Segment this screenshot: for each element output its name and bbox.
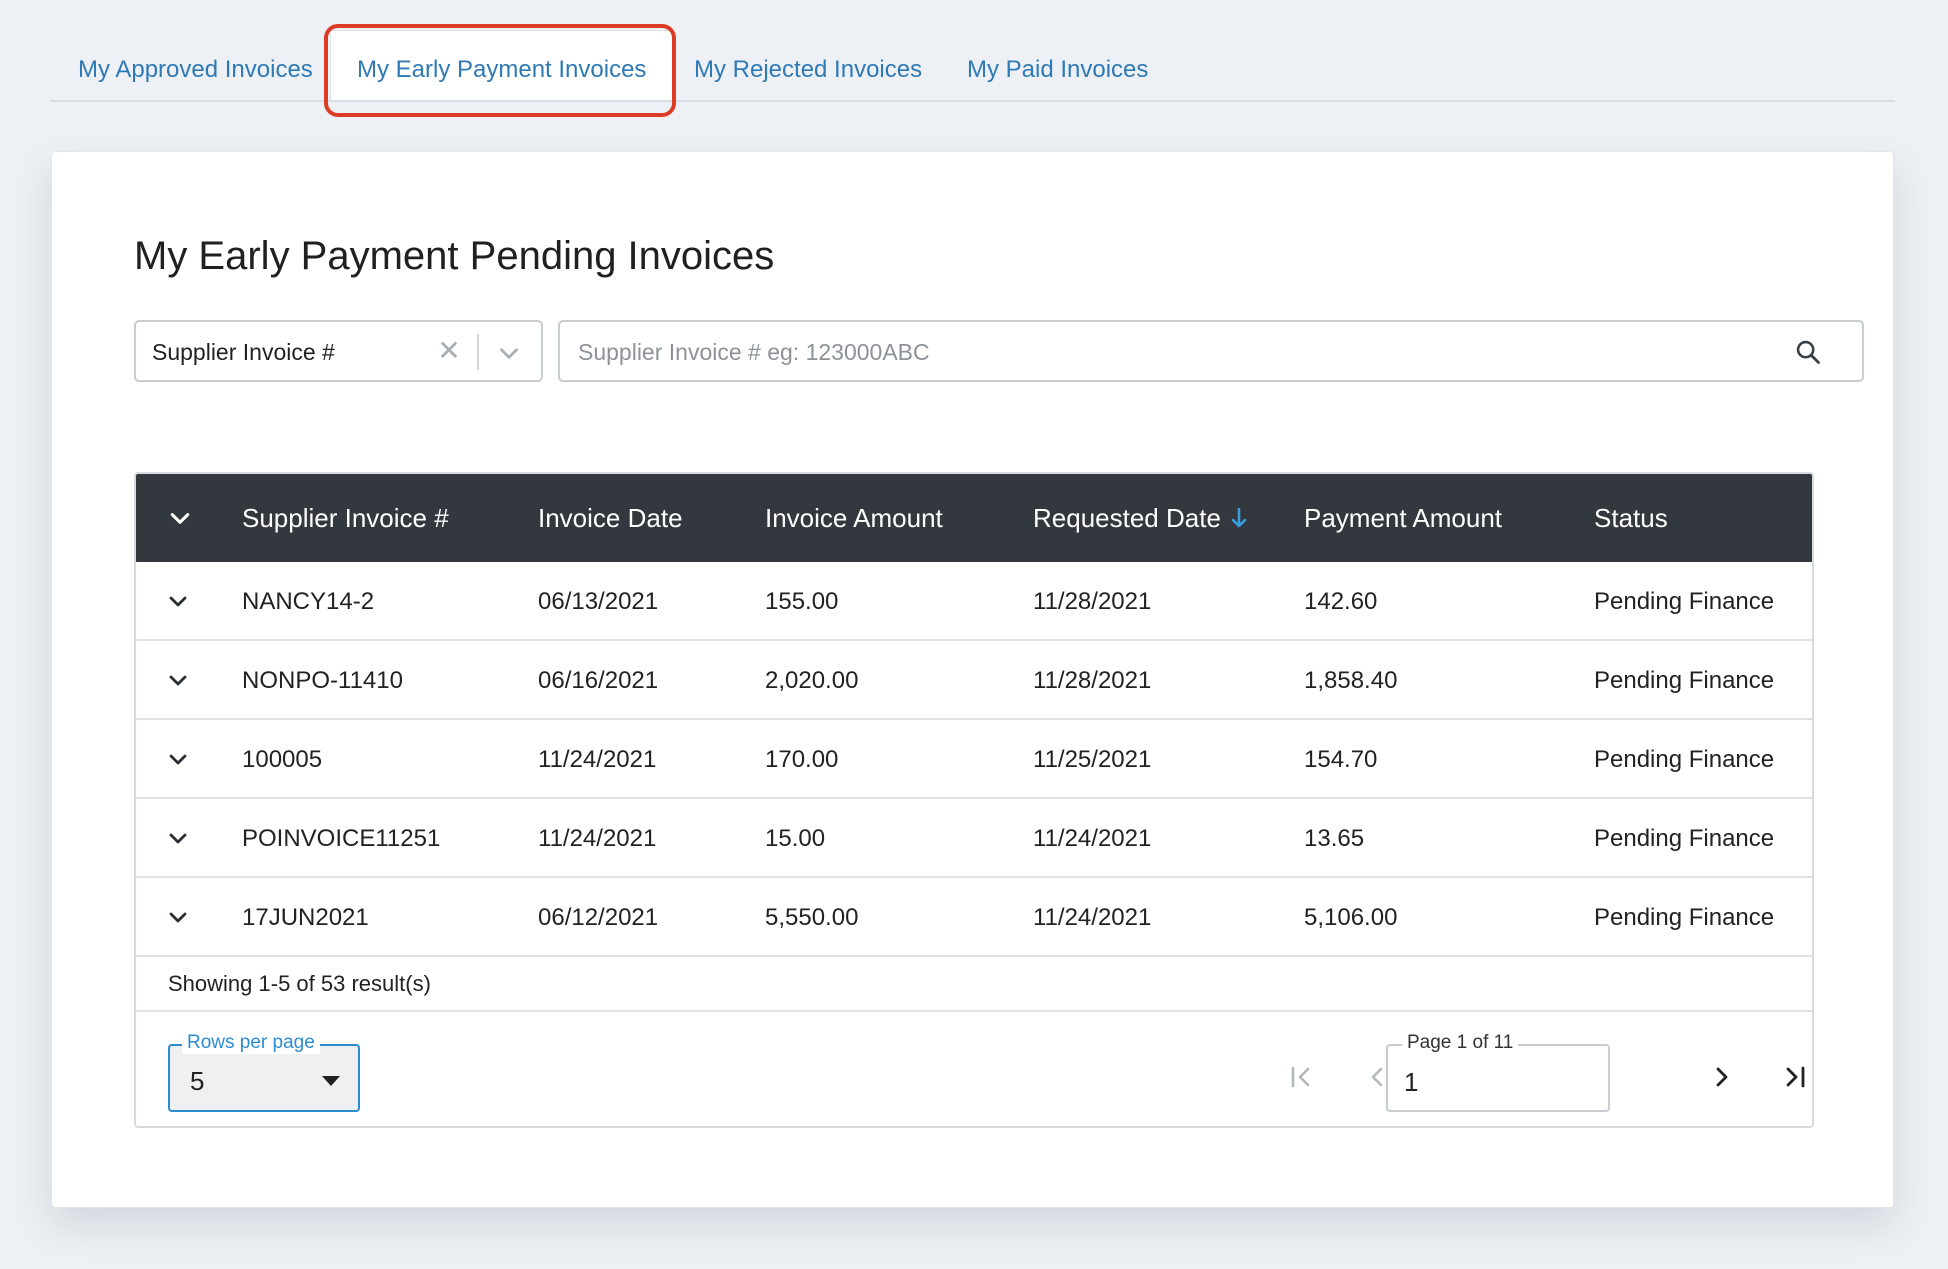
results-summary: Showing 1-5 of 53 result(s) [168, 971, 431, 996]
search-icon[interactable] [1794, 338, 1822, 366]
table-row: 17JUN2021 06/12/2021 5,550.00 11/24/2021… [136, 878, 1812, 957]
results-summary-bar: Showing 1-5 of 53 result(s) [136, 958, 1812, 1012]
table-row: NONPO-11410 06/16/2021 2,020.00 11/28/20… [136, 641, 1812, 720]
cell-status: Pending Finance [1594, 904, 1775, 931]
invoice-tabs: My Approved Invoices My Early Payment In… [50, 30, 1895, 102]
column-header-status[interactable]: Status [1594, 503, 1668, 533]
cell-invoice-date: 11/24/2021 [538, 746, 657, 773]
tab-approved-invoices[interactable]: My Approved Invoices [78, 56, 313, 83]
cell-invoice-date: 06/13/2021 [538, 588, 659, 615]
table-row: POINVOICE11251 11/24/2021 15.00 11/24/20… [136, 799, 1812, 878]
cell-invoice-amount: 5,550.00 [765, 904, 859, 931]
expand-row-icon[interactable] [166, 829, 190, 849]
cell-invoice-date: 06/16/2021 [538, 667, 659, 694]
cell-requested-date: 11/25/2021 [1033, 746, 1152, 773]
page-title: My Early Payment Pending Invoices [134, 234, 775, 278]
cell-payment-amount: 142.60 [1304, 588, 1378, 615]
expand-all-icon[interactable] [166, 508, 194, 530]
rows-per-page-select[interactable]: Rows per page 5 [168, 1032, 360, 1112]
search-box [558, 320, 1864, 382]
filter-field-select[interactable]: Supplier Invoice # ✕ [134, 320, 543, 382]
clear-icon[interactable]: ✕ [437, 335, 461, 366]
next-page-icon[interactable] [1706, 1062, 1736, 1092]
previous-page-icon[interactable] [1363, 1062, 1393, 1092]
page-number-input[interactable] [1404, 1066, 1584, 1098]
page-number-field: Page 1 of 11 [1386, 1032, 1610, 1112]
column-header-invoice-date[interactable]: Invoice Date [538, 503, 683, 533]
cell-status: Pending Finance [1594, 588, 1775, 615]
cell-invoice-date: 11/24/2021 [538, 825, 657, 852]
table-row: NANCY14-2 06/13/2021 155.00 11/28/2021 1… [136, 562, 1812, 641]
table-header: Supplier Invoice # Invoice Date Invoice … [136, 474, 1812, 562]
cell-supplier-invoice: NANCY14-2 [242, 588, 375, 615]
invoices-card: My Early Payment Pending Invoices Suppli… [51, 151, 1894, 1208]
cell-supplier-invoice: 17JUN2021 [242, 904, 369, 931]
invoices-table: Supplier Invoice # Invoice Date Invoice … [134, 472, 1814, 1128]
cell-requested-date: 11/24/2021 [1033, 825, 1152, 852]
cell-supplier-invoice: NONPO-11410 [242, 667, 403, 694]
column-header-requested-date[interactable]: Requested Date [1033, 474, 1249, 562]
cell-status: Pending Finance [1594, 825, 1775, 852]
select-divider [477, 334, 479, 370]
cell-invoice-date: 06/12/2021 [538, 904, 659, 931]
cell-supplier-invoice: 100005 [242, 746, 323, 773]
column-header-invoice-amount[interactable]: Invoice Amount [765, 503, 943, 533]
cell-payment-amount: 5,106.00 [1304, 904, 1398, 931]
rows-per-page-value: 5 [190, 1066, 205, 1096]
sort-descending-icon[interactable] [1229, 506, 1249, 530]
column-header-payment-amount[interactable]: Payment Amount [1304, 503, 1502, 533]
cell-invoice-amount: 155.00 [765, 588, 839, 615]
search-input[interactable] [578, 336, 1758, 368]
expand-row-icon[interactable] [166, 750, 190, 770]
caret-down-icon [322, 1076, 340, 1086]
page-indicator: Page 1 of 11 [1402, 1032, 1519, 1054]
expand-row-icon[interactable] [166, 908, 190, 928]
cell-invoice-amount: 15.00 [765, 825, 826, 852]
expand-row-icon[interactable] [166, 592, 190, 612]
column-header-supplier-invoice[interactable]: Supplier Invoice # [242, 503, 449, 533]
cell-requested-date: 11/28/2021 [1033, 588, 1152, 615]
rows-per-page-label: Rows per page [182, 1032, 320, 1054]
column-header-requested-date-label: Requested Date [1033, 503, 1221, 533]
cell-payment-amount: 154.70 [1304, 746, 1378, 773]
table-row: 100005 11/24/2021 170.00 11/25/2021 154.… [136, 720, 1812, 799]
last-page-icon[interactable] [1780, 1062, 1810, 1092]
tab-paid-invoices[interactable]: My Paid Invoices [967, 56, 1149, 83]
cell-invoice-amount: 2,020.00 [765, 667, 859, 694]
cell-supplier-invoice: POINVOICE11251 [242, 825, 441, 852]
cell-requested-date: 11/24/2021 [1033, 904, 1152, 931]
expand-row-icon[interactable] [166, 671, 190, 691]
cell-requested-date: 11/28/2021 [1033, 667, 1152, 694]
chevron-down-icon[interactable] [496, 340, 522, 366]
cell-payment-amount: 1,858.40 [1304, 667, 1398, 694]
tab-rejected-invoices[interactable]: My Rejected Invoices [694, 56, 923, 83]
cell-status: Pending Finance [1594, 667, 1775, 694]
cell-status: Pending Finance [1594, 746, 1775, 773]
cell-invoice-amount: 170.00 [765, 746, 839, 773]
tab-early-payment-invoices[interactable]: My Early Payment Invoices [330, 30, 674, 100]
first-page-icon[interactable] [1286, 1062, 1316, 1092]
cell-payment-amount: 13.65 [1304, 825, 1365, 852]
filter-selected-value: Supplier Invoice # [152, 339, 335, 365]
